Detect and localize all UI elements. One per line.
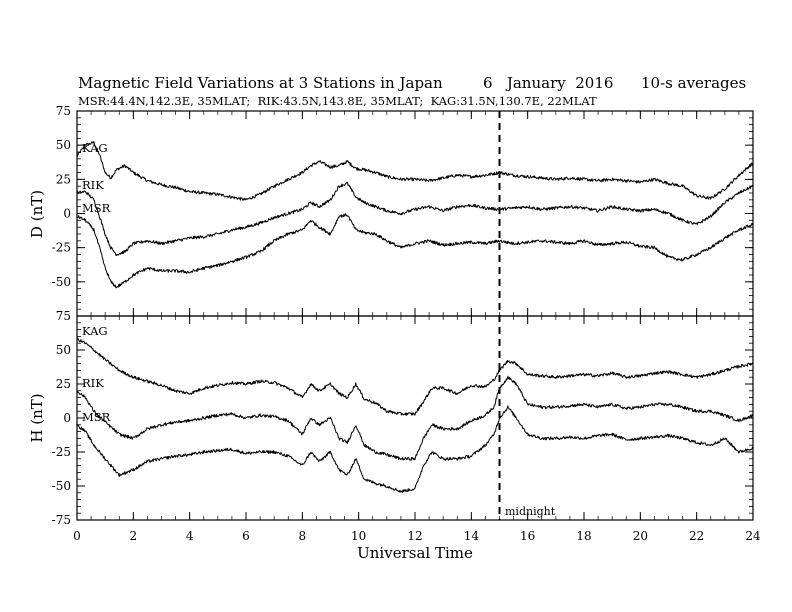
- x-tick-label: 10: [351, 529, 366, 543]
- x-tick-label: 22: [689, 529, 704, 543]
- chart-subtitle: MSR:44.4N,142.3E, 35MLAT; RIK:43.5N,143.…: [78, 94, 597, 108]
- x-tick-label: 6: [242, 529, 250, 543]
- x-axis-label: Universal Time: [357, 544, 473, 562]
- date-label: 6 January 2016: [483, 74, 613, 92]
- series-line-d-rik: [76, 181, 754, 256]
- series-line-h-kag: [76, 337, 754, 416]
- chart-title: Magnetic Field Variations at 3 Stations …: [78, 74, 443, 92]
- y-tick-label: 50: [56, 343, 71, 357]
- x-tick-label: 24: [745, 529, 761, 543]
- series-label-h-kag: KAG: [82, 324, 108, 338]
- y-tick-label: 25: [56, 377, 71, 391]
- series-line-d-msr: [76, 213, 753, 289]
- chart-plot-area: 75 50 25 0 -25 -50 KAG RIK MSR 75 50 25 0 -25 -50 -75 KA…: [52, 104, 761, 543]
- x-tick-label: 18: [576, 529, 591, 543]
- series-label-h-rik: RIK: [82, 376, 104, 390]
- y-axis-label-d: D (nT): [28, 190, 46, 238]
- y-tick-label: 0: [63, 411, 71, 425]
- series-label-h-msr: MSR: [82, 410, 111, 424]
- panel-frame-h: [76, 315, 754, 521]
- x-tick-label: 8: [299, 529, 307, 543]
- y-tick-label: 75: [56, 104, 71, 118]
- y-axis-label-h: H (nT): [28, 393, 46, 442]
- y-tick-label: 75: [56, 309, 71, 323]
- x-tick-label: 0: [73, 529, 81, 543]
- y-tick-label: 50: [56, 138, 71, 152]
- y-tick-label: -50: [52, 479, 71, 493]
- y-tick-label: -50: [52, 275, 71, 289]
- series-label-d-kag: KAG: [82, 141, 108, 155]
- series-line-h-rik: [76, 375, 754, 461]
- y-tick-label: -75: [52, 513, 71, 527]
- y-tick-label: 0: [63, 207, 71, 221]
- series-label-d-msr: MSR: [82, 201, 111, 215]
- x-tick-label: 4: [186, 529, 194, 543]
- x-tick-label: 2: [130, 529, 138, 543]
- midnight-annotation: midnight: [505, 505, 556, 518]
- averaging-label: 10-s averages: [641, 74, 746, 92]
- panel-frame-d: [76, 110, 754, 317]
- y-tick-label: 25: [56, 172, 71, 186]
- y-tick-label: -25: [52, 445, 71, 459]
- x-tick-label: 16: [520, 529, 535, 543]
- series-line-d-kag: [76, 141, 754, 201]
- series-line-h-msr: [76, 405, 754, 493]
- x-tick-label: 12: [407, 529, 422, 543]
- series-label-d-rik: RIK: [82, 178, 104, 192]
- y-tick-label: -25: [52, 241, 71, 255]
- x-tick-label: 20: [633, 529, 648, 543]
- x-tick-label: 14: [464, 529, 480, 543]
